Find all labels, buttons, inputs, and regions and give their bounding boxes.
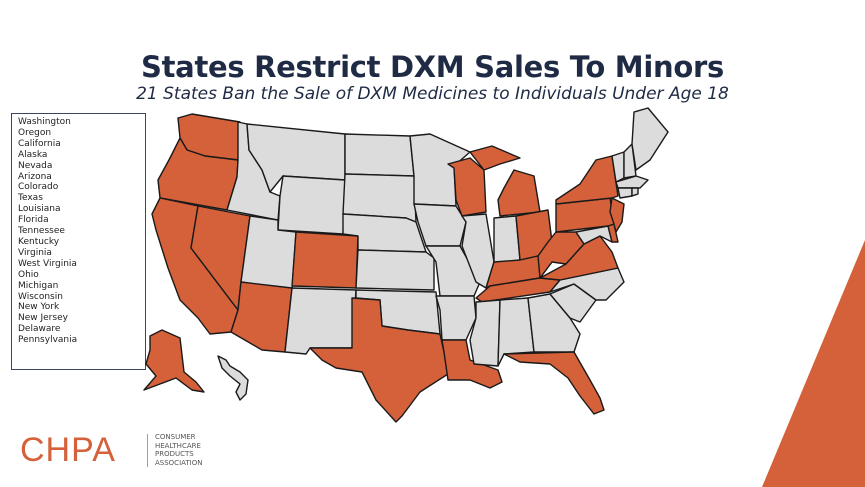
legend-item: California [18, 138, 61, 149]
logo-tagline-line: CONSUMER [155, 433, 196, 441]
legend-item: Oregon [18, 127, 52, 138]
legend-item: Pennsylvania [18, 335, 78, 346]
page-subtitle: 21 States Ban the Sale of DXM Medicines … [136, 84, 729, 104]
state-massachusetts [615, 175, 649, 189]
state-new-jersey [609, 197, 625, 233]
legend-item: Louisiana [18, 204, 61, 215]
logo-tagline-line: HEALTHCARE [155, 441, 201, 450]
state-wisconsin [447, 157, 487, 217]
legend-item: Nevada [18, 160, 53, 171]
state-kansas [355, 249, 435, 291]
legend-item: Delaware [18, 324, 61, 335]
legend-item: Texas [18, 193, 43, 204]
state-michigan-up [469, 145, 521, 171]
state-maine [631, 107, 669, 171]
state-new-york [555, 155, 619, 205]
state-texas [309, 297, 449, 423]
legend-item: Colorado [18, 182, 59, 193]
legend-item: Arizona [18, 171, 52, 182]
accent-stripe-shape [762, 240, 865, 487]
state-north-dakota [344, 133, 415, 177]
legend-item: Virginia [18, 247, 52, 258]
state-north-carolina [549, 267, 625, 301]
state-florida [503, 351, 605, 415]
legend-item: Kentucky [18, 236, 60, 247]
state-new-mexico [284, 287, 357, 355]
logo-tagline-line: ASSOCIATION [155, 458, 203, 467]
logo-wordmark: CHPA [20, 431, 116, 469]
legend-item: Michigan [18, 280, 59, 291]
page-title: States Restrict DXM Sales To Minors [141, 50, 724, 84]
state-alaska [143, 329, 205, 393]
logo-tagline: CONSUMER HEALTHCARE PRODUCTS ASSOCIATION [155, 433, 245, 467]
legend-item: West Virginia [18, 258, 77, 269]
legend-item: Ohio [18, 269, 39, 280]
legend-item: Washington [18, 117, 71, 127]
legend-item: Wisconsin [18, 291, 63, 302]
legend-item: Alaska [18, 149, 48, 160]
state-illinois [461, 213, 495, 289]
legend-item: New York [18, 302, 60, 313]
legend-item: New Jersey [18, 313, 68, 324]
logo-tagline-line: PRODUCTS [155, 450, 194, 459]
legend-item: Florida [18, 215, 49, 226]
logo-divider [147, 434, 148, 467]
state-colorado [291, 231, 359, 289]
state-michigan [497, 169, 541, 217]
state-virginia [539, 235, 619, 281]
state-arkansas [435, 295, 477, 341]
state-connecticut [617, 187, 633, 199]
state-wyoming [277, 175, 346, 235]
legend-item: Tennessee [18, 226, 65, 237]
state-hawaii [217, 355, 249, 401]
restricted-states-list: Washington Oregon California Alaska Neva… [11, 113, 146, 370]
state-rhode-island [631, 187, 639, 197]
state-arizona [230, 281, 293, 353]
state-louisiana [441, 339, 503, 389]
